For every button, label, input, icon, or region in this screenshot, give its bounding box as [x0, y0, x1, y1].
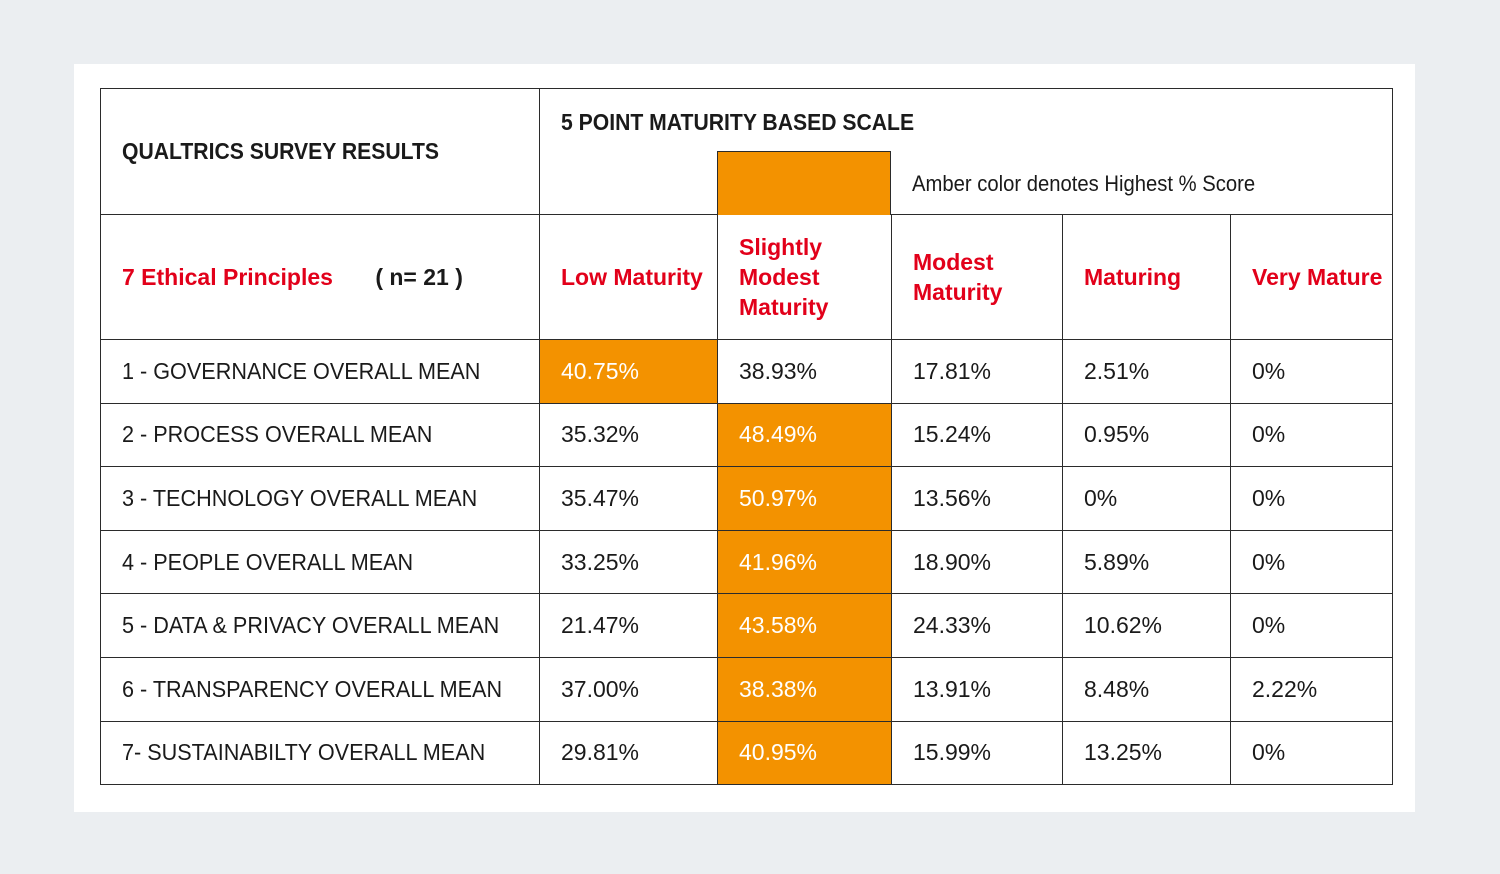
value-cell: 13.91%	[891, 656, 1063, 722]
results-card: QUALTRICS SURVEY RESULTS 5 POINT MATURIT…	[74, 64, 1415, 812]
amber-legend-swatch	[717, 151, 891, 215]
row-label: 3 - TECHNOLOGY OVERALL MEAN	[122, 484, 478, 511]
value-cell: 24.33%	[891, 593, 1063, 658]
value-cell: 5.89%	[1062, 529, 1231, 595]
table-row: 4 - PEOPLE OVERALL MEAN 33.25% 41.96% 18.90…	[100, 529, 1394, 595]
row-label-cell: 6 - TRANSPARENCY OVERALL MEAN	[100, 656, 540, 722]
sample-size-label: ( n= 21 )	[375, 264, 463, 290]
table-body: 1 - GOVERNANCE OVERALL MEAN 40.75% 38.93% 1…	[100, 339, 1394, 785]
row-label-cell: 1 - GOVERNANCE OVERALL MEAN	[100, 339, 540, 404]
row-header-label: 7 Ethical Principles	[122, 264, 333, 290]
column-header: Maturing	[1062, 214, 1231, 340]
value-cell: 37.00%	[539, 656, 718, 722]
row-label: 1 - GOVERNANCE OVERALL MEAN	[122, 357, 481, 384]
table-title: QUALTRICS SURVEY RESULTS	[122, 138, 440, 164]
value-cell: 18.90%	[891, 529, 1063, 595]
value-cell-highest: 43.58%	[717, 593, 892, 658]
table-row: 3 - TECHNOLOGY OVERALL MEAN 35.47% 50.97% 1…	[100, 466, 1394, 531]
table-row: 7- SUSTAINABILTY OVERALL MEAN 29.81% 40.95…	[100, 720, 1394, 785]
value-cell: 13.56%	[891, 466, 1063, 531]
row-label-cell: 5 - DATA & PRIVACY OVERALL MEAN	[100, 593, 540, 658]
value-cell-highest: 38.38%	[717, 656, 892, 722]
value-cell: 0%	[1229, 339, 1394, 404]
row-label: 7- SUSTAINABILTY OVERALL MEAN	[122, 739, 486, 766]
table-title-cell: QUALTRICS SURVEY RESULTS	[100, 88, 540, 215]
value-cell: 0%	[1229, 529, 1394, 595]
table-row: 5 - DATA & PRIVACY OVERALL MEAN 21.47% 43.…	[100, 593, 1394, 658]
column-header: Modest Maturity	[891, 214, 1063, 340]
scale-title: 5 POINT MATURITY BASED SCALE	[561, 109, 915, 135]
value-cell-highest: 41.96%	[717, 529, 892, 595]
value-cell: 8.48%	[1062, 656, 1231, 722]
row-label: 5 - DATA & PRIVACY OVERALL MEAN	[122, 612, 500, 639]
row-label-cell: 3 - TECHNOLOGY OVERALL MEAN	[100, 466, 540, 531]
value-cell: 29.81%	[539, 720, 718, 785]
value-cell: 21.47%	[539, 593, 718, 658]
value-cell: 15.99%	[891, 720, 1063, 785]
value-cell: 2.51%	[1062, 339, 1231, 404]
value-cell: 0%	[1229, 466, 1394, 531]
scale-header-cell: 5 POINT MATURITY BASED SCALE Amber color…	[538, 88, 1394, 215]
value-cell: 13.25%	[1062, 720, 1231, 785]
row-label-cell: 4 - PEOPLE OVERALL MEAN	[100, 529, 540, 595]
table-row: 2 - PROCESS OVERALL MEAN 35.32% 48.49% 15.2…	[100, 402, 1394, 468]
value-cell: 0%	[1229, 402, 1394, 468]
row-label: 4 - PEOPLE OVERALL MEAN	[122, 548, 414, 575]
value-cell-highest: 40.95%	[717, 720, 892, 785]
value-cell: 17.81%	[891, 339, 1063, 404]
value-cell: 10.62%	[1062, 593, 1231, 658]
column-header: Slightly Modest Maturity	[717, 214, 892, 340]
value-cell-highest: 40.75%	[539, 339, 718, 404]
survey-results-table: QUALTRICS SURVEY RESULTS 5 POINT MATURIT…	[100, 88, 1394, 785]
value-cell-highest: 50.97%	[717, 466, 892, 531]
row-label-cell: 2 - PROCESS OVERALL MEAN	[100, 402, 540, 468]
row-header-cell: 7 Ethical Principles ( n= 21 )	[100, 214, 540, 340]
value-cell: 33.25%	[539, 529, 718, 595]
column-header-row: 7 Ethical Principles ( n= 21 ) Low Matur…	[100, 214, 1394, 340]
value-cell: 0%	[1229, 593, 1394, 658]
row-label: 2 - PROCESS OVERALL MEAN	[122, 421, 433, 448]
value-cell: 35.47%	[539, 466, 718, 531]
row-label-cell: 7- SUSTAINABILTY OVERALL MEAN	[100, 720, 540, 785]
value-cell-highest: 48.49%	[717, 402, 892, 468]
value-cell: 0%	[1229, 720, 1394, 785]
table-row: 1 - GOVERNANCE OVERALL MEAN 40.75% 38.93% 1…	[100, 339, 1394, 404]
amber-legend-note: Amber color denotes Highest % Score	[912, 171, 1256, 196]
row-label: 6 - TRANSPARENCY OVERALL MEAN	[122, 675, 503, 702]
table-row: 6 - TRANSPARENCY OVERALL MEAN 37.00% 38.38…	[100, 656, 1394, 722]
column-header: Low Maturity	[539, 214, 718, 340]
value-cell: 15.24%	[891, 402, 1063, 468]
title-row: QUALTRICS SURVEY RESULTS 5 POINT MATURIT…	[100, 88, 1394, 215]
value-cell: 2.22%	[1229, 656, 1394, 722]
value-cell: 38.93%	[717, 339, 892, 404]
value-cell: 0.95%	[1062, 402, 1231, 468]
column-header: Very Mature	[1229, 214, 1394, 340]
value-cell: 0%	[1062, 466, 1231, 531]
value-cell: 35.32%	[539, 402, 718, 468]
